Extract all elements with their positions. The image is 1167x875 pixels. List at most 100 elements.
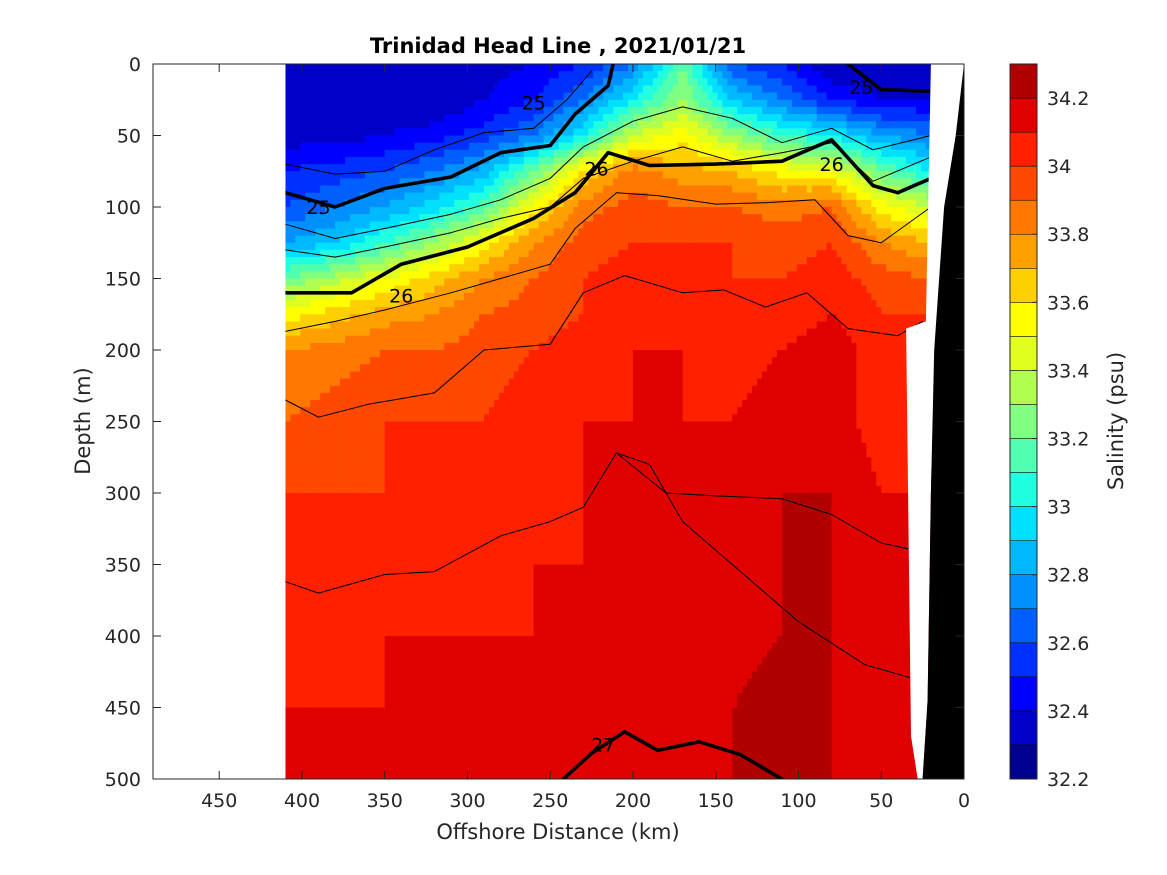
heatmap-cell	[389, 728, 396, 737]
heatmap-cell	[349, 700, 356, 709]
heatmap-cell	[439, 535, 445, 544]
heatmap-cell	[464, 407, 470, 415]
heatmap-cell	[513, 378, 520, 387]
heatmap-cell	[449, 378, 455, 387]
heatmap-cell	[364, 350, 371, 358]
heatmap-cell	[404, 307, 411, 315]
heatmap-cell	[310, 493, 316, 501]
heatmap-cell	[399, 693, 406, 701]
heatmap-cell	[369, 414, 376, 423]
heatmap-cell	[285, 771, 291, 779]
heatmap-cell	[439, 99, 445, 108]
heatmap-cell	[474, 178, 480, 187]
heatmap-cell	[464, 578, 470, 587]
heatmap-cell	[513, 750, 520, 759]
heatmap-cell	[285, 342, 291, 351]
heatmap-cell	[344, 221, 351, 230]
heatmap-cell	[359, 321, 366, 330]
heatmap-cell	[429, 342, 435, 351]
heatmap-cell	[474, 714, 480, 723]
heatmap-cell	[369, 357, 376, 365]
heatmap-cell	[305, 278, 311, 287]
heatmap-cell	[464, 493, 470, 501]
heatmap-cell	[359, 214, 366, 222]
heatmap-cell	[498, 156, 505, 165]
heatmap-cell	[325, 271, 331, 280]
heatmap-cell	[444, 407, 450, 415]
heatmap-cell	[325, 357, 331, 365]
heatmap-cell	[424, 321, 431, 330]
heatmap-cell	[484, 314, 490, 322]
heatmap-cell	[290, 421, 296, 430]
heatmap-cell	[349, 557, 356, 566]
heatmap-cell	[315, 578, 321, 587]
heatmap-cell	[488, 736, 495, 744]
heatmap-cell	[518, 721, 525, 730]
heatmap-cell	[484, 621, 490, 630]
heatmap-cell	[305, 149, 311, 158]
heatmap-cell	[414, 450, 421, 458]
heatmap-cell	[290, 535, 296, 544]
heatmap-cell	[404, 135, 411, 144]
heatmap-cell	[523, 493, 530, 501]
heatmap-cell	[344, 171, 351, 179]
heatmap-cell	[493, 185, 500, 194]
heatmap-cell	[444, 435, 450, 444]
heatmap-cell	[518, 235, 525, 244]
heatmap-cell	[404, 707, 411, 716]
heatmap-cell	[335, 414, 341, 423]
heatmap-cell	[310, 543, 316, 551]
heatmap-cell	[335, 736, 341, 744]
heatmap-cell	[354, 543, 361, 551]
heatmap-cell	[409, 693, 416, 701]
heatmap-cell	[513, 650, 520, 659]
heatmap-cell	[300, 242, 306, 251]
heatmap-cell	[493, 156, 500, 165]
heatmap-cell	[518, 78, 525, 87]
heatmap-cell	[488, 621, 495, 630]
heatmap-cell	[518, 414, 525, 423]
heatmap-cell	[340, 678, 346, 687]
heatmap-cell	[305, 521, 311, 530]
heatmap-cell	[330, 514, 336, 523]
heatmap-cell	[354, 199, 361, 208]
heatmap-cell	[429, 249, 435, 258]
heatmap-cell	[320, 600, 326, 608]
heatmap-cell	[384, 671, 391, 680]
heatmap-cell	[528, 407, 535, 415]
heatmap-cell	[508, 435, 515, 444]
heatmap-cell	[325, 700, 331, 709]
heatmap-cell	[364, 493, 371, 501]
heatmap-cell	[503, 99, 510, 108]
heatmap-cell	[474, 564, 480, 573]
heatmap-cell	[389, 600, 396, 608]
heatmap-cell	[325, 557, 331, 566]
heatmap-cell	[414, 707, 421, 716]
heatmap-cell	[300, 657, 306, 666]
heatmap-cell	[429, 85, 435, 94]
heatmap-cell	[449, 307, 455, 315]
heatmap-cell	[359, 121, 366, 129]
heatmap-cell	[434, 543, 440, 551]
heatmap-cell	[439, 257, 445, 265]
heatmap-cell	[330, 686, 336, 694]
heatmap-cell	[340, 636, 346, 644]
heatmap-cell	[285, 278, 291, 287]
heatmap-cell	[320, 335, 326, 344]
heatmap-cell	[290, 214, 296, 222]
heatmap-cell	[295, 693, 301, 701]
heatmap-cell	[498, 135, 505, 144]
heatmap-cell	[404, 485, 411, 494]
heatmap-cell	[374, 371, 381, 380]
heatmap-cell	[384, 207, 391, 215]
heatmap-cell	[330, 585, 336, 594]
heatmap-cell	[344, 650, 351, 659]
heatmap-cell	[444, 428, 450, 437]
heatmap-cell	[518, 378, 525, 387]
heatmap-cell	[419, 378, 426, 387]
heatmap-cell	[389, 743, 396, 751]
heatmap-cell	[469, 707, 475, 716]
heatmap-cell	[523, 700, 530, 709]
heatmap-cell	[424, 500, 431, 508]
heatmap-cell	[424, 557, 431, 566]
